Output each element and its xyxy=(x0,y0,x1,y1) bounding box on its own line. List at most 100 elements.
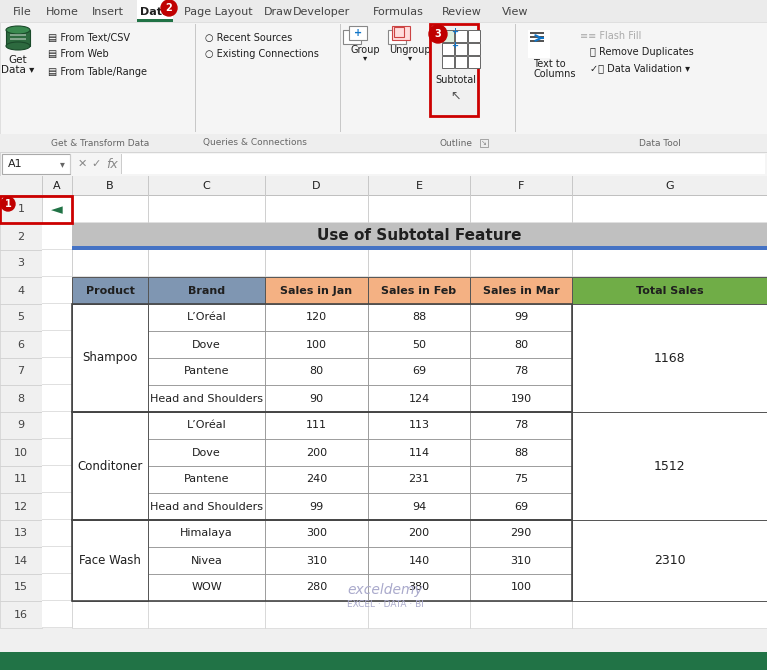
Bar xyxy=(148,520,265,547)
Bar xyxy=(470,439,572,466)
Text: G: G xyxy=(665,181,674,191)
Bar xyxy=(148,412,265,439)
Text: exceldemy: exceldemy xyxy=(347,583,423,597)
Text: 14: 14 xyxy=(14,555,28,565)
Bar xyxy=(265,574,368,601)
Bar xyxy=(470,493,572,520)
Bar xyxy=(0,439,42,466)
Bar xyxy=(470,412,572,439)
Text: 78: 78 xyxy=(514,421,528,431)
Bar xyxy=(265,412,368,439)
Text: WOW: WOW xyxy=(191,582,222,592)
Text: ▤ From Table/Range: ▤ From Table/Range xyxy=(48,67,147,77)
Text: 2310: 2310 xyxy=(653,554,685,567)
Text: Head and Shoulders: Head and Shoulders xyxy=(150,393,263,403)
Text: 190: 190 xyxy=(510,393,532,403)
Text: ✓: ✓ xyxy=(91,159,100,169)
Bar xyxy=(10,38,26,40)
Bar xyxy=(480,139,488,147)
Text: Himalaya: Himalaya xyxy=(180,529,233,539)
Bar xyxy=(0,331,42,358)
Text: Nivea: Nivea xyxy=(190,555,222,565)
Bar xyxy=(470,196,471,628)
Bar xyxy=(368,277,470,304)
Bar xyxy=(0,466,42,493)
Text: Developer: Developer xyxy=(293,7,351,17)
Text: Home: Home xyxy=(45,7,78,17)
Bar xyxy=(0,547,42,574)
Bar xyxy=(42,330,767,331)
Bar xyxy=(42,600,767,601)
Text: Dove: Dove xyxy=(192,448,221,458)
Bar xyxy=(42,466,767,493)
Text: 290: 290 xyxy=(510,529,532,539)
Text: Pantene: Pantene xyxy=(184,366,229,377)
Text: Sales in Feb: Sales in Feb xyxy=(381,285,456,295)
Bar xyxy=(42,196,767,223)
Bar xyxy=(265,331,368,358)
Bar xyxy=(0,195,767,196)
Bar xyxy=(0,601,42,628)
Text: Review: Review xyxy=(442,7,482,17)
Circle shape xyxy=(1,197,15,211)
Text: Pantene: Pantene xyxy=(184,474,229,484)
Bar xyxy=(0,22,767,152)
Text: 13: 13 xyxy=(14,529,28,539)
Text: EXCEL · DATA · BI: EXCEL · DATA · BI xyxy=(347,600,423,609)
Text: 240: 240 xyxy=(306,474,327,484)
Bar xyxy=(368,304,470,331)
Bar xyxy=(0,134,767,152)
Bar xyxy=(137,0,173,22)
Text: 4: 4 xyxy=(18,285,25,295)
Text: A1: A1 xyxy=(8,159,22,169)
Bar xyxy=(265,176,266,196)
Bar xyxy=(572,601,767,628)
Ellipse shape xyxy=(6,26,30,34)
Text: Ungroup: Ungroup xyxy=(389,45,431,55)
Text: 200: 200 xyxy=(306,448,327,458)
Text: Data ▾: Data ▾ xyxy=(2,65,35,75)
Text: Sales in Jan: Sales in Jan xyxy=(281,285,353,295)
Text: 99: 99 xyxy=(309,502,324,511)
Bar xyxy=(572,520,767,601)
Bar xyxy=(572,277,767,304)
Text: ▾: ▾ xyxy=(363,54,367,62)
Text: Total Sales: Total Sales xyxy=(636,285,703,295)
Bar xyxy=(442,30,454,42)
Text: 200: 200 xyxy=(409,529,430,539)
Bar xyxy=(148,547,265,574)
Bar xyxy=(42,277,767,304)
Text: 140: 140 xyxy=(409,555,430,565)
Bar xyxy=(72,176,73,196)
Text: ○ Existing Connections: ○ Existing Connections xyxy=(205,49,319,59)
Text: 300: 300 xyxy=(306,529,327,539)
Bar xyxy=(0,0,767,152)
Bar xyxy=(72,601,148,628)
Bar xyxy=(6,30,30,46)
Bar xyxy=(0,196,72,223)
Bar xyxy=(0,250,42,277)
Text: 280: 280 xyxy=(306,582,327,592)
Text: ≡≡ Flash Fill: ≡≡ Flash Fill xyxy=(580,31,641,41)
Bar xyxy=(530,32,544,34)
Bar xyxy=(42,385,767,412)
Text: 124: 124 xyxy=(408,393,430,403)
Bar xyxy=(528,30,550,58)
Text: 3: 3 xyxy=(18,259,25,269)
Bar xyxy=(343,30,361,44)
Text: Subtotal: Subtotal xyxy=(436,75,476,85)
Bar xyxy=(121,154,122,174)
Text: 69: 69 xyxy=(412,366,426,377)
Bar xyxy=(572,412,767,520)
Bar xyxy=(137,19,173,22)
Text: 114: 114 xyxy=(409,448,430,458)
Bar xyxy=(265,277,368,304)
Bar xyxy=(0,520,42,547)
Bar xyxy=(148,176,149,196)
Text: 113: 113 xyxy=(409,421,430,431)
Bar xyxy=(368,439,470,466)
Bar xyxy=(148,439,265,466)
Bar xyxy=(72,277,148,304)
Bar xyxy=(148,385,265,412)
Bar xyxy=(0,277,42,304)
